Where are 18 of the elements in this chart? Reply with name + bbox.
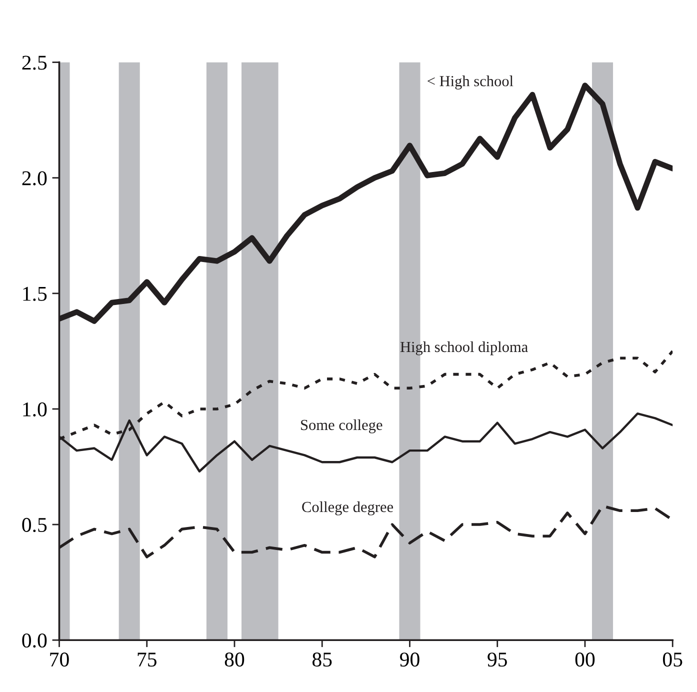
y-tick-label: 0.0: [22, 633, 47, 648]
x-tick-label: 85: [312, 652, 332, 667]
series-label: College degree: [302, 501, 394, 516]
y-tick-label: 2.5: [22, 56, 47, 70]
series-label: Some college: [301, 419, 382, 434]
y-tick-label: 2.0: [22, 171, 47, 186]
series-label: < High school: [428, 76, 514, 90]
y-tick-label: 0.5: [22, 518, 47, 532]
x-tick-label: 90: [400, 652, 420, 667]
y-tick-label: 1.0: [23, 402, 47, 416]
x-tick-label: 05: [662, 652, 682, 667]
x-tick-label: 75: [138, 652, 156, 667]
y-tick-label: 1.5: [23, 286, 47, 301]
x-tick-label: 00: [575, 652, 595, 667]
x-tick-label: 80: [224, 652, 244, 667]
x-tick-label: 70: [50, 652, 69, 667]
x-tick-label: 95: [488, 652, 507, 667]
series-label: High school diploma: [400, 341, 528, 356]
